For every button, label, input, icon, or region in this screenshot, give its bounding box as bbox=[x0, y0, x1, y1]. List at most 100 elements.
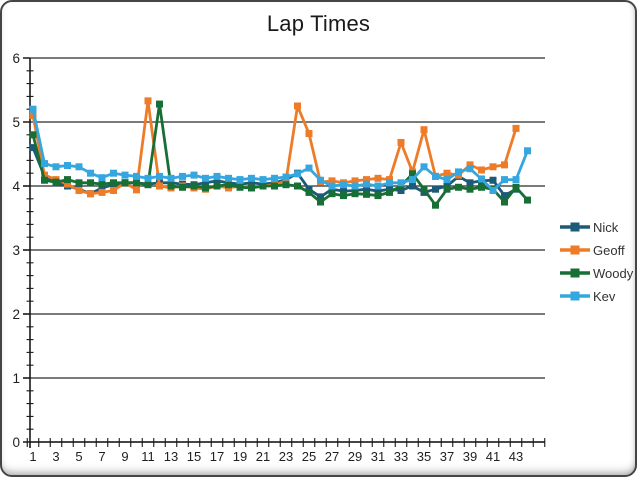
marker-woody bbox=[351, 190, 359, 198]
marker-geoff bbox=[489, 163, 497, 171]
marker-kev bbox=[64, 162, 71, 170]
y-tick-label-3: 3 bbox=[12, 243, 20, 258]
marker-woody bbox=[374, 192, 382, 200]
legend-item-geoff: Geoff bbox=[559, 241, 633, 259]
marker-woody bbox=[409, 170, 416, 178]
marker-geoff bbox=[133, 186, 140, 194]
marker-nick bbox=[29, 144, 37, 152]
marker-woody bbox=[432, 201, 439, 209]
marker-kev bbox=[179, 172, 186, 180]
marker-geoff bbox=[144, 97, 152, 105]
marker-geoff bbox=[466, 161, 474, 169]
marker-woody bbox=[512, 183, 520, 191]
x-tick-label-35: 35 bbox=[417, 449, 431, 464]
marker-kev bbox=[386, 179, 393, 187]
marker-nick bbox=[202, 179, 209, 187]
marker-kev bbox=[41, 160, 48, 168]
series-line-kev bbox=[31, 108, 529, 192]
marker-nick bbox=[374, 187, 382, 195]
legend-label-woody: Woody bbox=[593, 265, 634, 281]
marker-woody bbox=[179, 183, 186, 191]
marker-kev bbox=[340, 181, 347, 189]
marker-nick bbox=[432, 185, 439, 193]
marker-woody bbox=[317, 198, 324, 206]
marker-kev bbox=[466, 165, 474, 173]
marker-geoff bbox=[512, 124, 520, 132]
marker-geoff bbox=[478, 166, 485, 174]
x-tick-label-19: 19 bbox=[233, 449, 247, 464]
x-tick-label-39: 39 bbox=[463, 449, 477, 464]
marker-woody bbox=[29, 131, 37, 139]
marker-kev bbox=[374, 182, 382, 190]
marker-kev bbox=[259, 176, 267, 184]
marker-kev bbox=[248, 174, 255, 182]
marker-nick bbox=[317, 193, 324, 201]
marker-kev bbox=[524, 147, 531, 155]
x-tick-label-27: 27 bbox=[325, 449, 339, 464]
marker-geoff bbox=[420, 126, 428, 134]
marker-kev bbox=[52, 163, 60, 171]
marker-kev bbox=[110, 169, 117, 177]
x-tick-label-15: 15 bbox=[187, 449, 201, 464]
marker-geoff bbox=[110, 186, 117, 194]
marker-woody bbox=[64, 176, 71, 184]
x-tick-label-7: 7 bbox=[98, 449, 105, 464]
marker-geoff bbox=[282, 177, 290, 185]
y-tick-label-2: 2 bbox=[12, 307, 20, 322]
marker-woody bbox=[75, 179, 83, 187]
x-tick-label-25: 25 bbox=[302, 449, 316, 464]
y-tick-label-0: 0 bbox=[12, 435, 20, 450]
marker-woody bbox=[133, 179, 140, 187]
marker-woody bbox=[156, 100, 163, 108]
marker-kev bbox=[328, 182, 336, 190]
marker-woody bbox=[455, 183, 462, 191]
marker-geoff bbox=[328, 177, 336, 185]
x-tick-label-3: 3 bbox=[52, 449, 59, 464]
y-tick-label-5: 5 bbox=[12, 115, 20, 130]
marker-kev bbox=[202, 174, 209, 182]
marker-kev bbox=[397, 179, 405, 187]
marker-woody bbox=[282, 181, 290, 189]
marker-kev bbox=[443, 176, 451, 184]
x-tick-label-41: 41 bbox=[486, 449, 500, 464]
legend-label-kev: Kev bbox=[593, 288, 616, 304]
marker-geoff bbox=[397, 138, 405, 146]
marker-kev bbox=[501, 176, 508, 184]
marker-kev bbox=[121, 171, 129, 179]
marker-kev bbox=[478, 175, 485, 183]
marker-kev bbox=[167, 174, 175, 182]
marker-woody bbox=[501, 198, 508, 206]
marker-geoff bbox=[87, 190, 94, 198]
y-tick-label-1: 1 bbox=[12, 371, 20, 386]
marker-kev bbox=[213, 172, 221, 180]
legend-item-kev: Kev bbox=[559, 287, 633, 305]
marker-kev bbox=[271, 174, 278, 182]
marker-woody bbox=[524, 196, 531, 204]
x-tick-label-17: 17 bbox=[210, 449, 224, 464]
marker-geoff bbox=[305, 130, 313, 138]
x-tick-label-13: 13 bbox=[164, 449, 178, 464]
marker-nick bbox=[340, 187, 347, 195]
marker-woody bbox=[478, 183, 485, 191]
marker-kev bbox=[156, 172, 163, 180]
marker-geoff bbox=[294, 102, 301, 110]
chart-legend: Nick Geoff Woody Kev bbox=[559, 218, 633, 305]
marker-kev bbox=[305, 164, 313, 172]
chart-title: Lap Times bbox=[266, 11, 371, 36]
x-tick-label-43: 43 bbox=[509, 449, 523, 464]
marker-woody bbox=[202, 184, 209, 192]
legend-swatch-kev-icon bbox=[560, 291, 590, 301]
marker-woody bbox=[41, 176, 48, 184]
marker-nick bbox=[501, 192, 508, 200]
x-tick-label-33: 33 bbox=[394, 449, 408, 464]
marker-kev bbox=[512, 176, 520, 184]
marker-woody bbox=[443, 185, 451, 193]
marker-kev bbox=[225, 174, 232, 182]
marker-woody bbox=[363, 190, 370, 198]
marker-geoff bbox=[75, 186, 83, 194]
marker-kev bbox=[489, 186, 497, 194]
marker-kev bbox=[29, 105, 37, 113]
marker-woody bbox=[213, 182, 221, 190]
